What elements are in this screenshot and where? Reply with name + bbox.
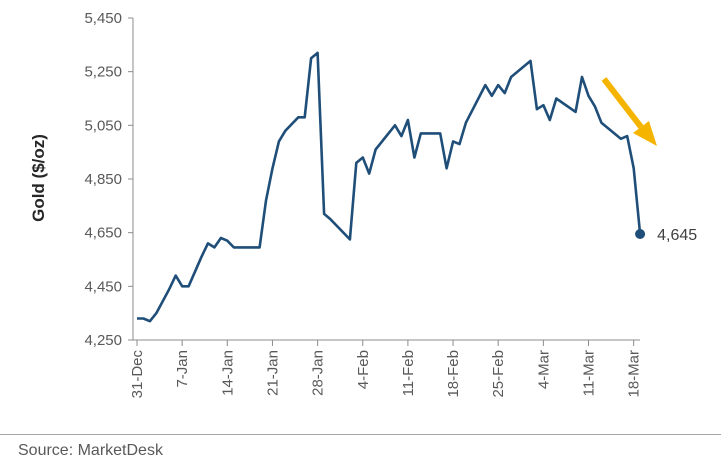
y-tick-label: 5,450 [84, 10, 122, 27]
y-axis-label: Gold ($/oz) [29, 134, 48, 222]
source-note: Source: MarketDesk [18, 442, 163, 459]
x-tick-label: 18-Mar [626, 350, 643, 398]
x-axis: 31-Dec 7-Jan 14-Jan 21-Jan 28-Jan 4-Feb 11-Feb… [129, 339, 643, 399]
source-divider [0, 434, 721, 435]
x-tick-label: 4-Mar [535, 350, 552, 389]
y-tick-label: 5,050 [84, 117, 122, 134]
x-tick-label: 25-Feb [490, 350, 507, 398]
x-tick-label: 18-Feb [445, 350, 462, 398]
x-tick-label: 28-Jan [310, 350, 327, 396]
y-tick-label: 4,850 [84, 171, 122, 188]
gold-price-line [137, 51, 642, 323]
y-tick-label: 5,250 [84, 64, 122, 81]
y-axis: 4,250 4,450 4,650 4,850 5,050 5,250 5,450 [84, 10, 134, 349]
x-tick-label: 7-Jan [174, 350, 191, 388]
x-tick-label: 31-Dec [129, 350, 146, 399]
trend-arrow [601, 77, 657, 146]
y-tick-label: 4,650 [84, 225, 122, 242]
y-tick-label: 4,450 [84, 278, 122, 295]
x-tick-label: 11-Feb [400, 350, 417, 396]
last-value-marker [635, 229, 646, 240]
last-value-label: 4,645 [657, 227, 697, 244]
gold-price-chart: Gold ($/oz) 4,250 4,450 4,650 4,850 5,050 5,2… [29, 10, 697, 399]
x-tick-label: 21-Jan [264, 350, 281, 396]
x-tick-label: 4-Feb [355, 350, 372, 389]
y-tick-label: 4,250 [84, 332, 122, 349]
x-tick-label: 14-Jan [219, 350, 236, 396]
x-tick-label: 11-Mar [581, 350, 598, 396]
